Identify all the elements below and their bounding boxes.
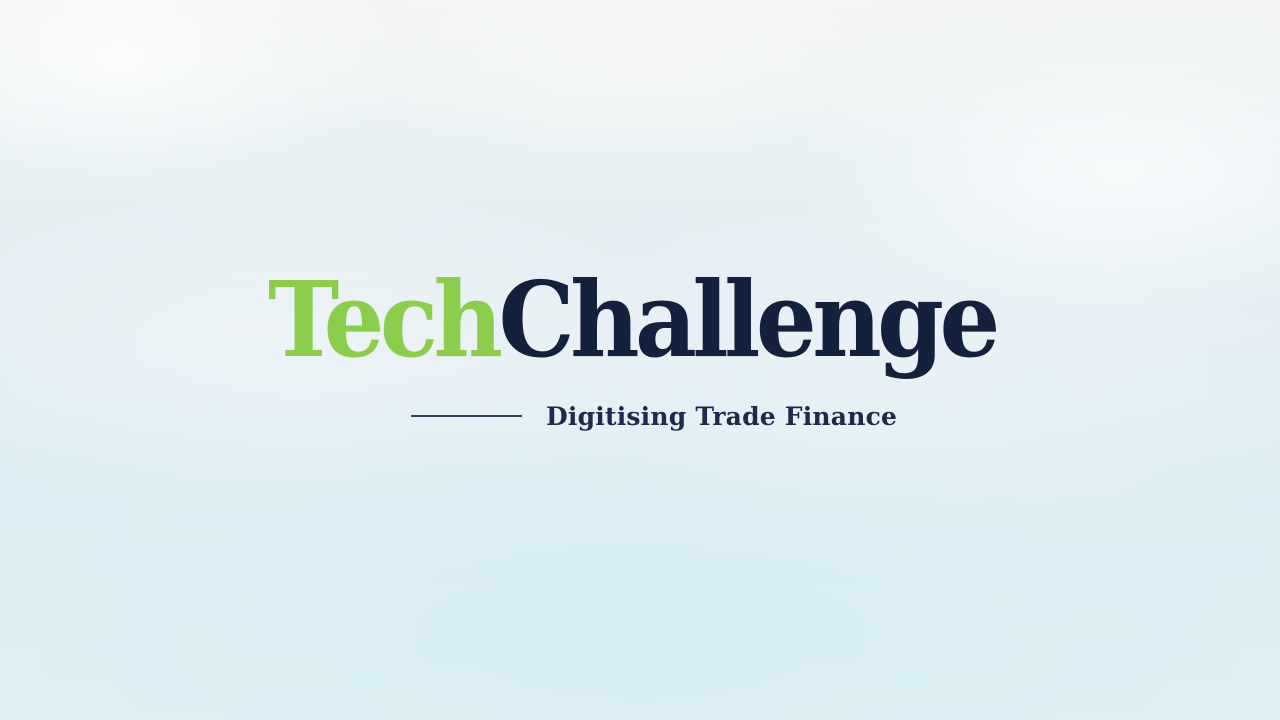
tagline-text: Digitising Trade Finance [546,401,898,431]
tagline-row: Digitising Trade Finance [411,398,897,434]
logo-challenge-text: Challenge [498,258,1001,381]
tagline-divider [411,415,522,417]
logo-tech-text: Tech [268,258,503,381]
tech-challenge-logo: TechChallenge [268,250,1000,390]
